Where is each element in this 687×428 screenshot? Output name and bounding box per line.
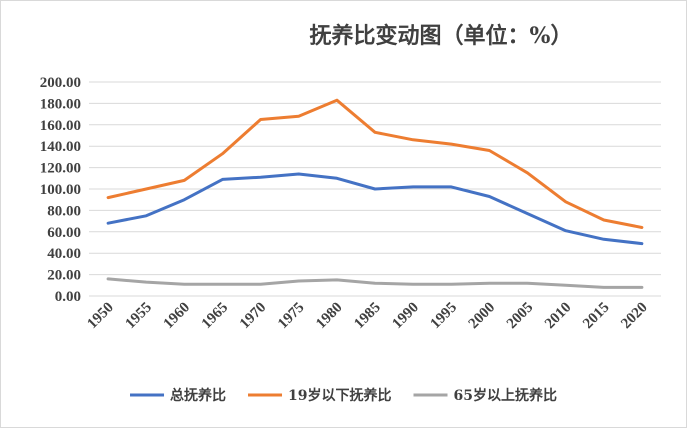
y-tick-label: 100.00 [40,182,81,198]
series-line [106,277,644,289]
legend-label: 19岁以下抚养比 [288,387,391,404]
x-tick-label: 1965 [199,300,232,333]
y-tick-label: 40.00 [47,246,81,262]
y-tick-label: 60.00 [47,225,81,241]
x-tick-label: 1975 [275,300,308,333]
x-tick-label: 1985 [351,300,384,333]
x-tick-label: 2000 [466,300,499,333]
y-tick-label: 20.00 [47,268,81,284]
series-line [106,98,644,229]
y-tick-label: 120.00 [40,161,81,177]
x-tick-label: 1990 [389,300,422,333]
y-tick-label: 200.00 [40,75,81,91]
chart-title: 抚养比变动图（单位：%） [310,23,573,49]
y-tick-label: 180.00 [40,96,81,112]
y-tick-label: 160.00 [40,118,81,134]
legend: 总抚养比 19岁以下抚养比 65岁以上抚养比 [130,387,557,404]
x-tick-label: 1980 [313,300,346,333]
x-tick-label: 1995 [428,300,461,333]
x-tick-label: 1950 [84,300,117,333]
series-lines [106,98,644,289]
legend-label: 总抚养比 [170,387,226,404]
y-tick-label: 0.00 [55,289,81,305]
x-tick-label: 1960 [161,300,194,333]
x-axis-tick-labels: 1950 1955 1960 1965 1970 1975 1980 1985 1990 1995… [84,300,650,333]
legend-label: 65岁以上抚养比 [454,387,557,404]
y-tick-label: 80.00 [47,203,81,219]
y-axis-tick-labels: 0.00 20.00 40.00 60.00 80.00 100.00 120.00 140.… [40,75,81,305]
x-tick-label: 2010 [542,300,575,333]
series-line [106,172,644,246]
x-tick-label: 2005 [504,300,537,333]
x-tick-label: 1970 [237,300,270,333]
x-tick-label: 1955 [123,300,156,333]
x-tick-label: 2020 [618,300,651,333]
x-tick-label: 2015 [580,300,613,333]
y-tick-label: 140.00 [40,139,81,155]
